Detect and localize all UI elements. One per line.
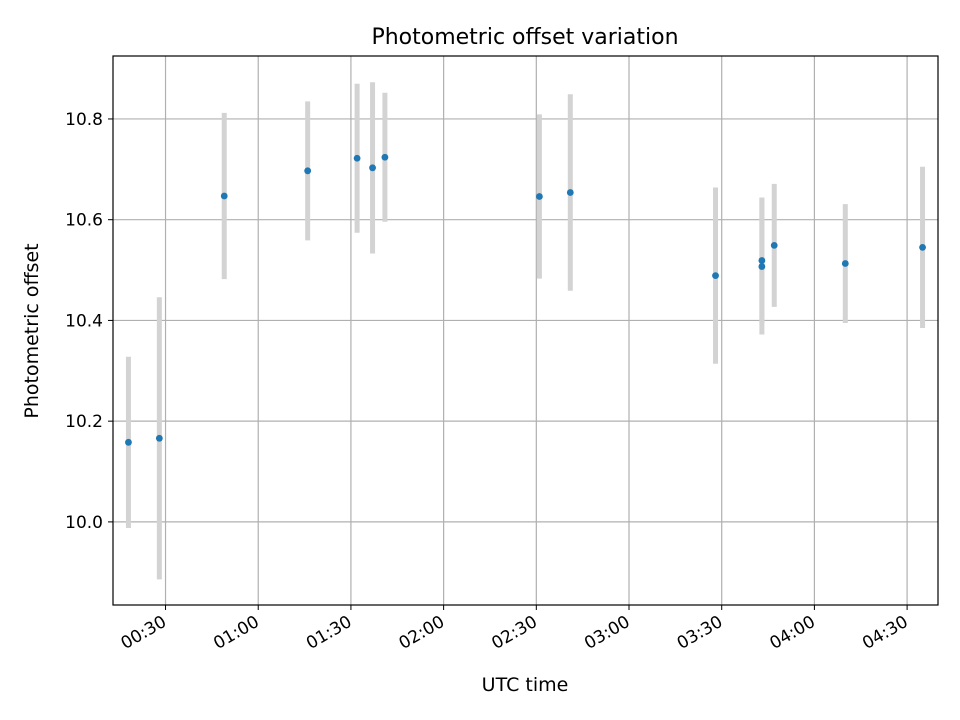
x-axis-label: UTC time <box>482 674 569 696</box>
chart: 00:30 01:00 01:30 02:00 02:30 03:00 03:30 04:00… <box>0 0 960 720</box>
y-axis-label: Photometric offset <box>21 243 43 418</box>
x-tick-label: 02:30 <box>488 612 540 654</box>
data-point <box>369 164 376 171</box>
x-tick-label: 00:30 <box>118 612 170 654</box>
error-bars <box>128 82 922 579</box>
y-tick-label: 10.2 <box>65 412 103 432</box>
data-point <box>567 189 574 196</box>
data-point <box>758 263 765 270</box>
data-point <box>354 155 361 162</box>
y-tick-label: 10.0 <box>65 513 103 533</box>
data-point <box>382 154 389 161</box>
data-point <box>919 244 926 251</box>
data-point <box>221 193 228 200</box>
chart-title: Photometric offset variation <box>371 25 678 50</box>
data-point <box>125 439 132 446</box>
y-tick-label: 10.8 <box>65 110 103 130</box>
ticks: 00:30 01:00 01:30 02:00 02:30 03:00 03:30 04:00… <box>65 110 911 654</box>
x-tick-label: 04:30 <box>859 612 911 654</box>
data-point <box>842 260 849 267</box>
grid <box>113 56 938 605</box>
data-point <box>771 242 778 249</box>
data-points <box>125 154 926 446</box>
data-point <box>156 435 163 442</box>
data-point <box>758 257 765 264</box>
data-point <box>536 193 543 200</box>
x-tick-label: 03:00 <box>581 612 633 654</box>
x-tick-label: 03:30 <box>674 612 726 654</box>
y-tick-label: 10.6 <box>65 211 103 231</box>
data-point <box>304 167 311 174</box>
data-point <box>712 272 719 279</box>
y-tick-label: 10.4 <box>65 311 103 331</box>
x-tick-label: 02:00 <box>396 612 448 654</box>
x-tick-label: 01:30 <box>303 612 355 654</box>
x-tick-label: 04:00 <box>766 612 818 654</box>
x-tick-label: 01:00 <box>210 612 262 654</box>
